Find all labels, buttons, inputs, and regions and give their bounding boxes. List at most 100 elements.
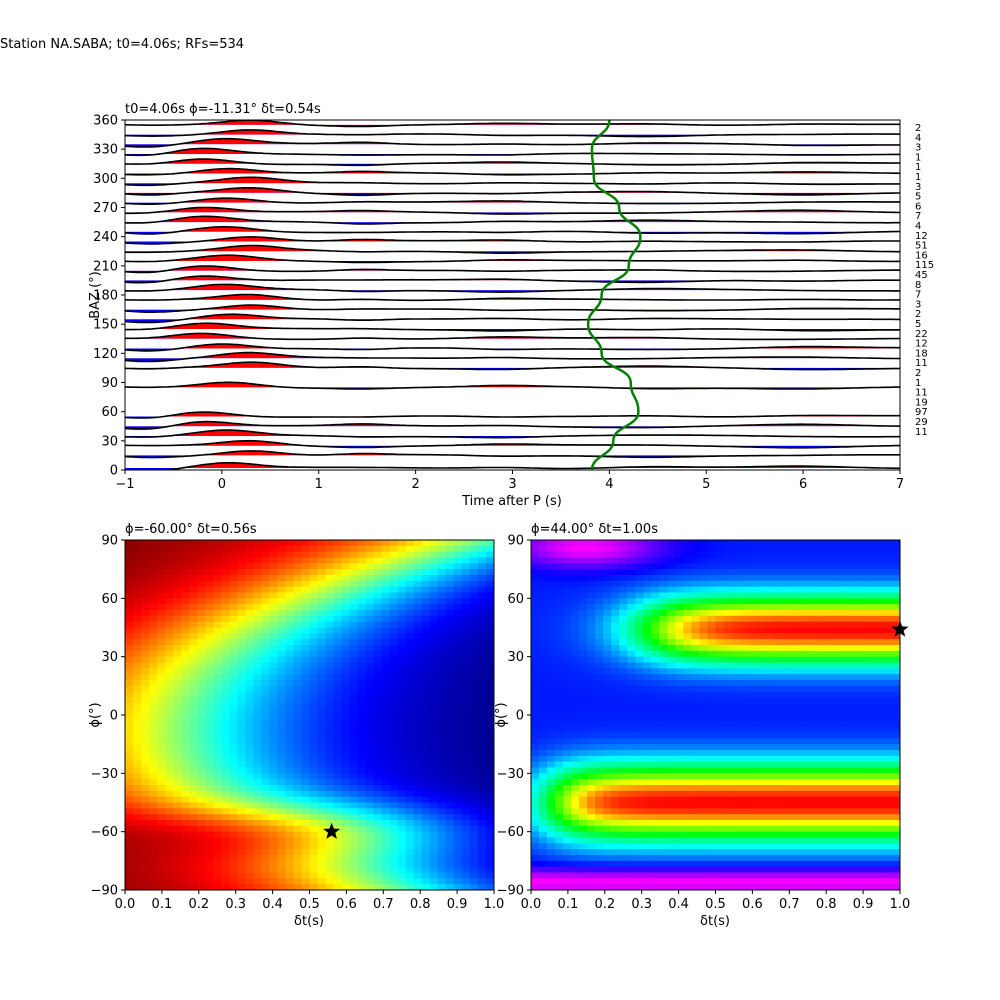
heatmap-cell [373, 814, 383, 821]
heatmap-cell [397, 755, 407, 763]
heatmap-cell [555, 814, 564, 821]
heatmap-cell [141, 627, 150, 634]
rf-xtick-label: −1 [115, 477, 134, 492]
heatmap-cell [341, 697, 351, 704]
heatmap-cell [477, 779, 487, 786]
heatmap-cell [461, 831, 471, 839]
heatmap-cell [603, 808, 612, 815]
heatmap-cell [579, 837, 588, 844]
heatmap-cell [755, 732, 765, 739]
heatmap-cell [675, 785, 685, 792]
heatmap-cell [461, 878, 471, 885]
heatmap-cell [477, 837, 487, 844]
heatmap-cell [437, 855, 447, 862]
heatmap-cell [261, 586, 270, 594]
heatmap-cell [651, 598, 660, 605]
heatmap-cell [555, 586, 564, 594]
heatmap-cell [643, 855, 652, 862]
heatmap-cell [747, 720, 757, 728]
heatmap-cell [547, 720, 556, 728]
heatmap-cell [787, 761, 797, 769]
heatmap-cell [539, 750, 548, 757]
heatmap-cell [213, 598, 222, 605]
heatmap-cell [301, 738, 311, 745]
heatmap-cell [579, 732, 588, 739]
heatmap-cell [691, 872, 701, 879]
heatmap-cell [747, 703, 757, 710]
heatmap-cell [635, 715, 644, 722]
heatmap-cell [325, 790, 335, 798]
heatmap-cell [635, 802, 644, 809]
rf-trace-line [125, 351, 900, 363]
heatmap-cell [189, 779, 198, 786]
heatmap-cell [333, 545, 343, 553]
heatmap-cell [277, 563, 287, 570]
heatmap-cell [603, 639, 612, 646]
heatmap-cell [627, 849, 636, 856]
heatmap-cell [531, 773, 540, 780]
heatmap-cell [213, 639, 222, 646]
heatmap-cell [317, 831, 327, 839]
heatmap-cell [707, 691, 717, 699]
heatmap-cell [317, 656, 327, 664]
heatmap-cell [787, 563, 797, 570]
heatmap-cell [651, 656, 660, 664]
heatmap-cell [643, 627, 652, 634]
heatmap-cell [683, 825, 693, 833]
heatmap-cell [485, 715, 494, 722]
heatmap-cell [587, 843, 596, 850]
heatmap-cell [675, 621, 685, 629]
heatmap-cell [261, 639, 270, 646]
heatmap-cell [731, 691, 741, 699]
heatmap-cell [141, 674, 150, 681]
heatmap-cell [277, 610, 287, 617]
heatmap-cell [531, 592, 540, 599]
heatmap-cell [691, 575, 701, 582]
heatmap-cell [683, 860, 693, 868]
heatmap-cell [365, 825, 375, 833]
heatmap-cell [189, 814, 198, 821]
heatmap-cell [397, 849, 407, 856]
heatmap-cell [157, 773, 166, 780]
heatmap-cell [747, 691, 757, 699]
rf-trace-positive-fill [176, 226, 900, 232]
heatmap-cell [563, 615, 572, 623]
heatmap-cell [381, 767, 391, 774]
heatmap-cell [301, 580, 311, 588]
heatmap-cell [547, 715, 556, 722]
heatmap-cell [333, 604, 343, 611]
heatmap-xtick-label: 1.0 [484, 897, 505, 912]
heatmap-cell [149, 825, 158, 833]
heatmap-cell [309, 563, 319, 570]
heatmap-cell [397, 656, 407, 664]
heatmap-cell [643, 598, 652, 605]
heatmap-cell [771, 779, 781, 786]
heatmap-cell [413, 639, 423, 646]
heatmap-cell [699, 767, 709, 774]
heatmap-cell [317, 849, 327, 856]
heatmap-cell [317, 720, 327, 728]
heatmap-cell [563, 732, 572, 739]
heatmap-cell [747, 645, 757, 652]
rf-trace-line [125, 275, 900, 284]
heatmap-cell [659, 872, 668, 879]
heatmap-cell [205, 726, 214, 734]
heatmap-cell [611, 732, 620, 739]
heatmap-cell [563, 627, 572, 634]
heatmap-cell [245, 680, 254, 687]
heatmap-cell [611, 849, 620, 856]
heatmap-cell [341, 592, 351, 599]
heatmap-cell [349, 726, 359, 734]
heatmap-cell [341, 761, 351, 769]
heatmap-cell [771, 540, 781, 547]
heatmap-cell [539, 633, 548, 640]
heatmap-cell [787, 831, 797, 839]
heatmap-cell [125, 720, 134, 728]
heatmap-cell [563, 750, 572, 757]
heatmap-cell [547, 790, 556, 798]
heatmap-cell [317, 586, 327, 594]
heatmap-cell [461, 598, 471, 605]
heatmap-cell [269, 802, 279, 809]
heatmap-cell [531, 872, 540, 879]
heatmap-cell [221, 808, 230, 815]
